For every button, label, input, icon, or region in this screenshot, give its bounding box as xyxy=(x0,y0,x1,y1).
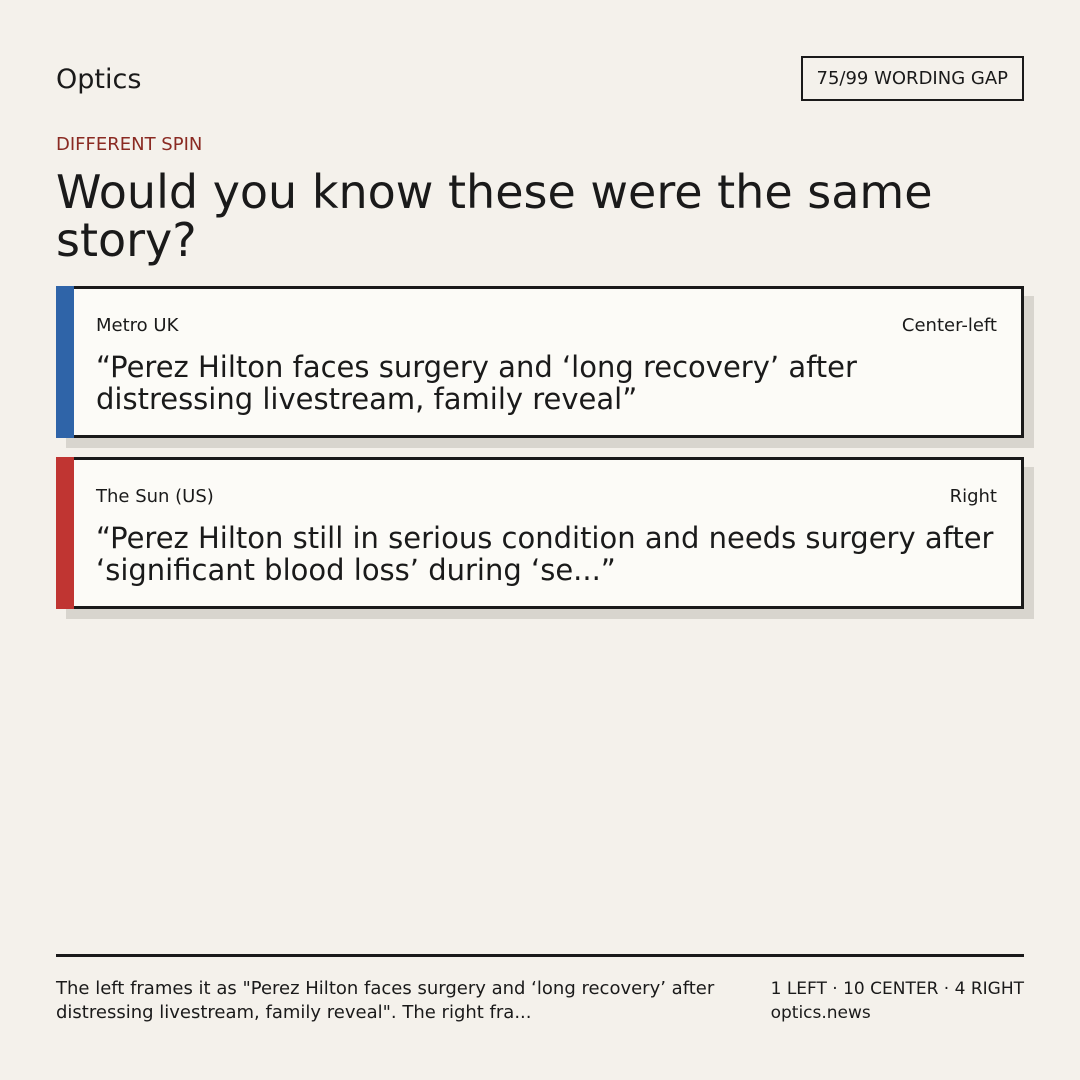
quote: “Perez Hilton still in serious condition… xyxy=(96,521,994,587)
badge: 75/99 WORDING GAP xyxy=(800,56,1024,101)
rule xyxy=(56,954,1024,957)
headline: Would you know these were the same story… xyxy=(56,165,933,267)
quote: “Perez Hilton faces surgery and ‘long re… xyxy=(96,350,857,416)
card: The Sun (US) Right “Perez Hilton still i… xyxy=(56,457,1024,609)
meta: 1 LEFT · 10 CENTER · 4 RIGHT optics.news xyxy=(771,977,1024,1025)
summary: The left frames it as "Perez Hilton face… xyxy=(56,978,715,1023)
card: Metro UK Center-left “Perez Hilton faces… xyxy=(56,286,1024,438)
lean: Right xyxy=(949,486,997,507)
kicker: DIFFERENT SPIN xyxy=(56,134,203,155)
lean: Center-left xyxy=(901,315,997,336)
brand: Optics xyxy=(56,64,142,95)
site: optics.news xyxy=(770,1003,871,1023)
lean-bar xyxy=(56,286,74,438)
outlet: Metro UK xyxy=(96,315,179,336)
counts: 1 LEFT · 10 CENTER · 4 RIGHT xyxy=(770,979,1024,999)
lean-bar xyxy=(56,457,74,609)
outlet: The Sun (US) xyxy=(96,486,214,507)
